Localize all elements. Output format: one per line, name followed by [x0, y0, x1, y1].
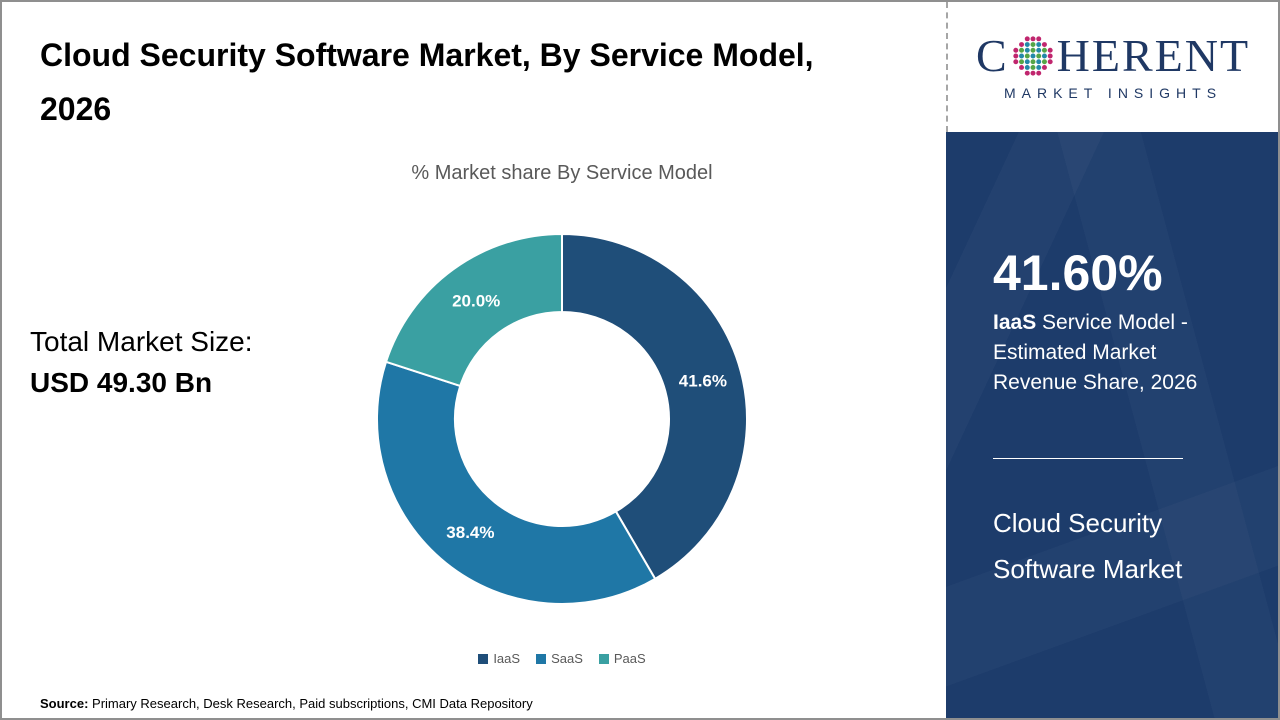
- total-market-size-value: USD 49.30 Bn: [30, 367, 213, 398]
- sidebar-panel: 41.60% IaaS Service Model - Estimated Ma…: [946, 132, 1278, 718]
- legend-item-paas: PaaS: [598, 651, 646, 666]
- slice-label-saas: 38.4%: [446, 523, 494, 542]
- source-text: Primary Research, Desk Research, Paid su…: [88, 696, 533, 711]
- map-texture: [946, 132, 1278, 718]
- donut-slice-saas: [376, 360, 657, 605]
- donut-chart: 41.6% 38.4% 20.0%: [376, 233, 748, 605]
- legend-item-saas: SaaS: [536, 651, 583, 666]
- total-market-size-label: Total Market Size:: [30, 326, 253, 357]
- brand-logo-wordmark: C HERENT: [976, 33, 1250, 79]
- logo-text-c: C: [975, 30, 1009, 81]
- legend-item-iaas: IaaS: [478, 651, 520, 666]
- donut-slice-paas: [385, 233, 563, 387]
- total-market-size: Total Market Size: USD 49.30 Bn: [30, 326, 253, 399]
- slice-label-iaas: 41.6%: [679, 371, 727, 390]
- legend-swatch-iaas: [478, 653, 489, 664]
- donut-slice-iaas: [561, 233, 748, 580]
- page-title: Cloud Security Software Market, By Servi…: [40, 37, 814, 127]
- globe-dots-icon: [1012, 36, 1053, 76]
- legend-label-saas: SaaS: [551, 651, 583, 666]
- brand-logo-subtext: MARKET INSIGHTS: [1003, 85, 1223, 101]
- sidebar: C HERENT MARKET INSIGHTS: [946, 2, 1278, 718]
- legend-label-paas: PaaS: [613, 651, 646, 666]
- highlight-stat-segment: IaaS: [993, 311, 1037, 334]
- brand-logo: C HERENT MARKET INSIGHTS: [946, 2, 1278, 132]
- chart-title: % Market share By Service Model: [411, 162, 713, 184]
- slice-label-paas: 20.0%: [452, 291, 500, 310]
- highlight-stat-value: 41.60%: [993, 245, 1163, 301]
- source-label: Source:: [40, 696, 89, 711]
- source-line: Source: Primary Research, Desk Research,…: [40, 696, 533, 711]
- highlight-stat-rest: Service Model - Estimated Market Revenue…: [993, 311, 1198, 394]
- chart-legend: IaaS SaaS PaaS: [367, 651, 757, 666]
- legend-swatch-saas: [536, 653, 547, 664]
- logo-text-herent: HERENT: [1056, 30, 1251, 81]
- sidebar-market-name: Cloud Security Software Market: [993, 508, 1183, 584]
- legend-swatch-paas: [598, 653, 609, 664]
- highlight-stat-description: IaaS Service Model - Estimated Market Re…: [993, 308, 1245, 398]
- legend-label-iaas: IaaS: [493, 651, 521, 666]
- sidebar-divider: [993, 458, 1183, 459]
